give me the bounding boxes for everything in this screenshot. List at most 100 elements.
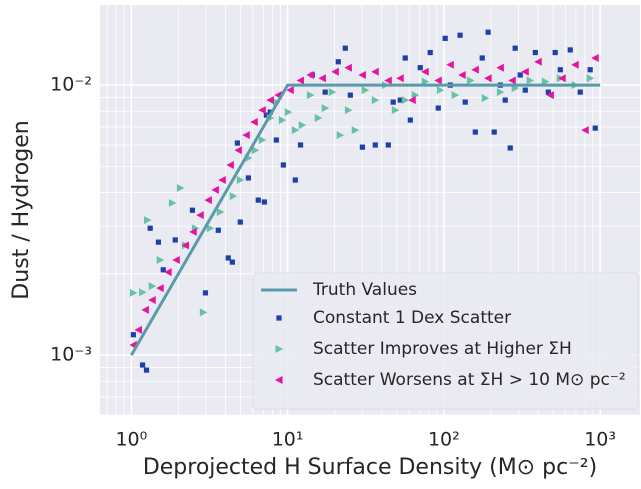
point — [485, 29, 491, 35]
point — [168, 198, 177, 207]
point — [344, 106, 353, 115]
point — [435, 105, 441, 111]
x-tick-label: 10¹ — [272, 429, 304, 451]
point — [526, 76, 535, 85]
point — [359, 144, 365, 150]
legend-label: Scatter Improves at Higher ΣH — [313, 339, 572, 359]
point — [156, 256, 165, 265]
point — [172, 237, 178, 243]
point — [417, 65, 423, 71]
legend: Truth Values Constant 1 Dex Scatter Scatte… — [252, 272, 639, 410]
point — [401, 96, 410, 105]
point — [545, 89, 551, 95]
point — [236, 176, 245, 185]
point — [581, 126, 589, 135]
point — [130, 332, 136, 338]
point — [402, 55, 408, 61]
point — [306, 91, 315, 100]
point — [291, 126, 300, 135]
point — [396, 74, 404, 83]
point — [215, 227, 221, 233]
legend-label: Scatter Worsens at ΣH > 10 M⊙ pc⁻² — [313, 370, 626, 390]
point — [587, 67, 593, 73]
point — [251, 146, 260, 155]
point — [521, 67, 529, 76]
point — [164, 268, 172, 277]
point — [372, 142, 378, 148]
point — [258, 136, 267, 145]
point — [472, 129, 478, 135]
point — [129, 288, 138, 297]
point — [546, 91, 554, 100]
point — [385, 142, 391, 148]
point — [292, 177, 298, 183]
point — [591, 53, 599, 62]
y-tick-label: 10⁻² — [50, 74, 92, 96]
point — [532, 49, 538, 56]
point — [496, 88, 505, 97]
point — [139, 288, 147, 297]
x-tick-label: 10⁰ — [115, 429, 147, 451]
point — [314, 114, 323, 123]
point — [286, 86, 294, 95]
point — [278, 116, 287, 125]
point — [298, 121, 307, 130]
x-axis-label: Deprojected H Surface Density (M⊙ pc⁻²) — [143, 455, 597, 480]
point — [361, 86, 370, 95]
point — [344, 63, 352, 72]
point — [502, 97, 508, 103]
point — [211, 185, 219, 194]
point — [322, 89, 328, 95]
point — [331, 67, 339, 76]
legend-label: Truth Values — [312, 280, 417, 300]
point — [391, 106, 400, 115]
point — [397, 97, 403, 103]
point — [284, 108, 293, 117]
point — [384, 76, 392, 85]
y-axis-label: Dust / Hydrogen — [9, 120, 34, 299]
point — [229, 259, 235, 265]
point — [557, 67, 563, 73]
point — [196, 211, 204, 220]
point — [371, 96, 380, 105]
point — [275, 345, 283, 353]
point — [148, 295, 156, 304]
point — [512, 45, 518, 51]
point — [484, 74, 492, 83]
point — [577, 89, 583, 95]
truth-line — [130, 83, 601, 356]
point — [517, 72, 523, 78]
point — [496, 63, 504, 72]
point — [458, 70, 466, 79]
point — [147, 225, 153, 231]
point — [481, 94, 490, 103]
point — [255, 197, 261, 203]
point — [534, 57, 542, 66]
point — [216, 207, 225, 216]
point — [434, 76, 442, 85]
point — [189, 207, 196, 213]
point — [204, 196, 212, 205]
point — [172, 256, 180, 265]
point — [462, 99, 468, 105]
point — [263, 112, 269, 118]
point — [427, 49, 433, 56]
point — [507, 145, 513, 151]
point — [466, 76, 475, 85]
point — [134, 325, 142, 334]
point — [229, 192, 238, 201]
point — [436, 86, 445, 95]
point — [358, 70, 366, 79]
point — [141, 305, 149, 314]
point — [491, 129, 497, 135]
point — [442, 35, 448, 41]
point — [342, 45, 348, 51]
x-tick-label: 10³ — [584, 429, 616, 451]
legend-label: Constant 1 Dex Scatter — [313, 308, 511, 328]
point — [297, 142, 304, 148]
point — [189, 227, 197, 236]
point — [181, 241, 189, 250]
point — [155, 239, 162, 245]
point — [457, 32, 463, 38]
